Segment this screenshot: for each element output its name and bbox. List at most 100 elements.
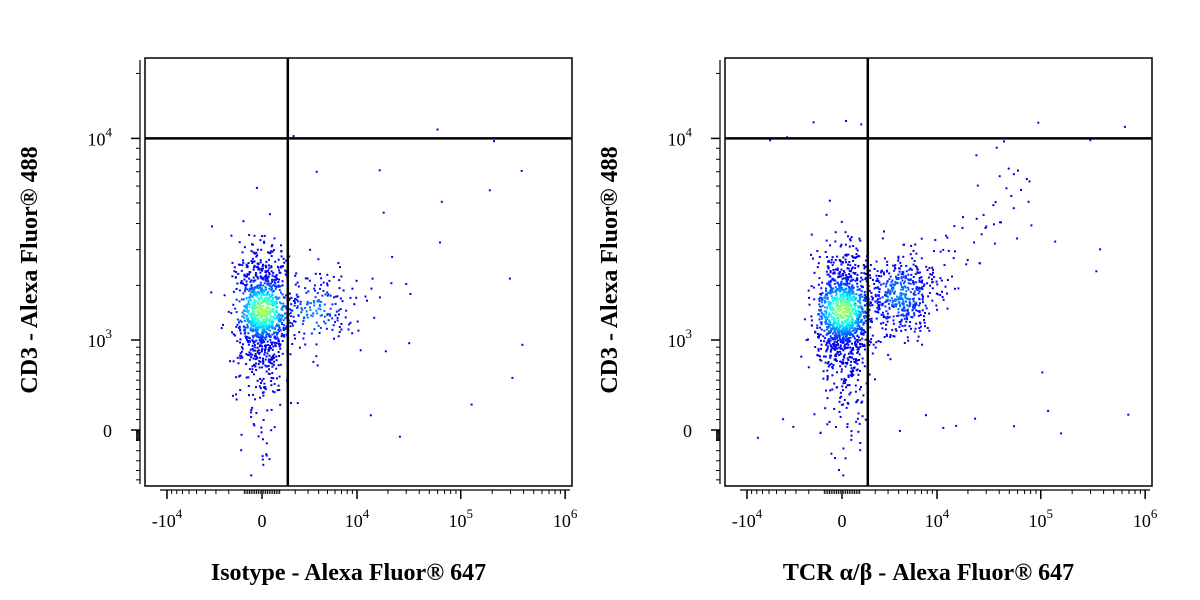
event-dot [836,313,839,316]
event-dot [251,371,254,373]
event-dot [849,314,852,317]
event-dot [273,301,275,304]
event-dot [846,426,849,429]
event-dot [259,309,262,312]
event-dot [951,275,953,278]
event-dot [873,268,876,270]
event-dot [900,273,903,276]
event-dot [1027,200,1030,203]
event-dot [844,254,847,257]
event-dot [834,457,837,460]
event-dot [250,279,253,282]
event-dot [934,239,937,241]
event-dot [980,233,983,236]
event-dot [954,250,956,253]
event-dot [844,333,847,336]
event-dot [255,251,258,254]
event-dot [875,274,878,277]
event-dot [266,304,269,307]
event-dot [270,343,273,346]
event-dot [326,284,329,287]
event-dot [906,308,909,311]
event-dot [277,338,280,341]
event-dot [261,379,264,382]
event-dot [836,371,838,374]
event-dot [836,339,839,342]
event-dot [355,296,358,299]
event-dot [262,305,265,307]
event-dot [874,310,877,313]
event-dot [271,250,274,253]
event-dot [859,302,862,305]
event-dot [870,338,873,341]
event-dot [848,307,851,310]
event-dot [857,318,860,321]
event-dot [839,365,842,368]
event-dot [262,326,265,329]
event-dot [267,1,269,3]
event-dot [270,245,273,248]
event-dot [847,330,850,333]
event-dot [860,328,862,331]
event-dot [265,333,268,336]
event-dot [854,390,857,393]
event-dot [888,272,891,275]
event-dot [813,298,816,301]
event-dot [245,353,248,356]
event-dot [905,297,908,300]
event-dot [876,306,879,309]
event-dot [836,386,839,389]
event-dot [849,340,852,343]
event-dot [284,269,287,272]
event-dot [850,319,853,322]
event-dot [280,308,283,311]
event-dot [860,319,862,322]
event-dot [262,386,265,389]
event-dot [253,424,256,427]
event-dot [829,331,831,334]
event-dot [810,319,813,322]
event-dot [820,322,823,325]
event-dot [904,294,907,297]
event-dot [240,449,243,452]
event-dot [249,280,252,283]
event-dot [850,309,853,312]
event-dot [953,225,956,228]
event-dot [833,334,836,337]
event-dot [855,329,858,332]
event-dot [290,402,292,404]
event-dot [855,247,858,250]
event-dot [247,311,249,314]
event-dot [247,300,250,302]
event-dot [252,349,255,352]
event-dot [836,331,839,334]
event-dot [243,332,246,335]
event-dot [253,310,256,313]
event-dot [844,507,846,509]
event-dot [909,253,912,256]
event-dot [260,277,263,280]
event-dot [439,241,441,244]
event-dot [259,284,261,287]
event-dot [856,340,859,343]
event-dot [868,318,871,321]
event-dot [829,307,832,310]
event-dot [864,265,867,268]
event-dot [931,273,934,276]
event-dot [247,332,250,335]
event-dot [270,341,273,344]
event-dot [832,279,835,282]
event-dot [272,357,275,360]
event-dot [261,316,264,319]
event-dot [834,321,837,324]
event-dot [863,266,866,268]
event-dot [902,314,905,317]
event-dot [247,303,250,306]
event-dot [954,287,956,290]
event-dot [863,304,866,307]
event-dot [262,357,264,360]
event-dot [263,315,266,318]
event-dot [250,285,253,287]
event-dot [827,267,830,270]
event-dot [904,324,907,327]
